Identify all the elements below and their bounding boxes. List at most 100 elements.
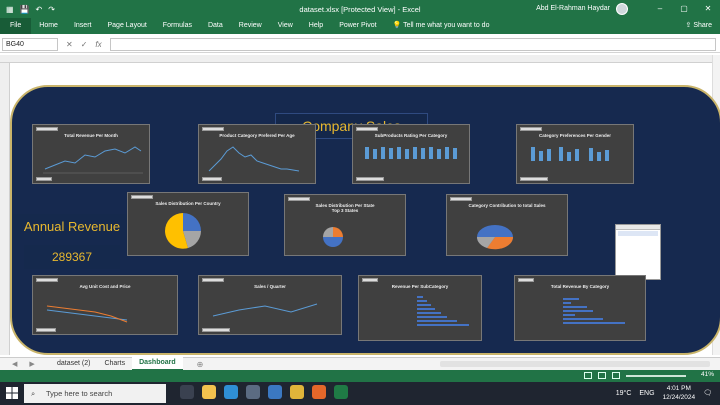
bar-plot <box>531 147 609 161</box>
filter-button[interactable] <box>202 177 222 181</box>
filter-button[interactable] <box>520 127 542 131</box>
tab-home[interactable]: Home <box>39 22 58 29</box>
filter-button[interactable] <box>202 278 224 282</box>
chart-title: Product Category Prefered Per Age <box>219 133 295 138</box>
redo-icon[interactable]: ↷ <box>48 4 55 14</box>
excel-taskbar-icon[interactable] <box>334 385 348 399</box>
share-button[interactable]: ⇪ Share <box>685 18 712 34</box>
scroll-right-icon[interactable]: ▶ <box>29 361 35 368</box>
column-headers[interactable] <box>0 55 712 63</box>
filter-button[interactable] <box>356 127 378 131</box>
cancel-icon[interactable]: ✕ <box>66 40 73 49</box>
page-break-view-icon[interactable] <box>612 372 620 379</box>
bar-plot <box>365 147 457 159</box>
filter-button[interactable] <box>36 328 56 332</box>
user-name[interactable]: Abd El-Rahman Haydar <box>536 5 610 12</box>
clock-date: 12/24/2024 <box>662 394 696 401</box>
tab-page-layout[interactable]: Page Layout <box>107 22 147 29</box>
edge-icon[interactable] <box>224 385 238 399</box>
slicer-item[interactable] <box>618 237 658 242</box>
chart-category-contribution[interactable]: Category Contribution to total Sales <box>446 194 568 256</box>
chart-unit-cost-price[interactable]: Avg Unit Cost and Price <box>32 275 178 335</box>
filter-button[interactable] <box>36 278 58 282</box>
slicer-header <box>616 225 660 230</box>
filter-button[interactable] <box>202 127 224 131</box>
chart-category-per-age[interactable]: Product Category Prefered Per Age <box>198 124 316 184</box>
pie-plot <box>476 225 514 250</box>
close-icon[interactable]: ✕ <box>704 4 712 13</box>
chart-sales-per-state[interactable]: Sales Distribution Per State Top 3 State… <box>284 194 406 256</box>
filter-button[interactable] <box>356 177 384 181</box>
tab-insert[interactable]: Insert <box>73 22 92 29</box>
chart-title: Total Revenue Per Month <box>64 133 118 138</box>
chrome-icon[interactable] <box>290 385 304 399</box>
filter-button[interactable] <box>131 195 153 199</box>
add-sheet-icon[interactable]: ⊕ <box>196 359 204 369</box>
clock[interactable]: 4:01 PM 12/24/2024 <box>663 384 696 402</box>
tab-dashboard[interactable]: Dashboard <box>132 357 183 371</box>
tab-formulas[interactable]: Formulas <box>162 22 192 29</box>
tab-charts[interactable]: Charts <box>104 360 126 367</box>
avatar[interactable] <box>616 3 628 15</box>
normal-view-icon[interactable] <box>584 372 592 379</box>
function-icon[interactable]: fx <box>95 40 102 49</box>
notifications-icon[interactable]: 🗨 <box>703 390 712 397</box>
annual-revenue-value: 289367 <box>24 245 120 269</box>
chart-revenue-per-month[interactable]: Total Revenue Per Month <box>32 124 150 184</box>
tab-help[interactable]: Help <box>308 22 324 29</box>
slicer-item[interactable] <box>618 243 658 248</box>
weather-temp[interactable]: 19°C <box>615 389 632 397</box>
tab-data[interactable]: Data <box>207 22 223 29</box>
slicer-item[interactable] <box>618 231 658 236</box>
firefox-icon[interactable] <box>312 385 326 399</box>
enter-icon[interactable]: ✓ <box>80 40 88 49</box>
filter-button[interactable] <box>362 278 378 282</box>
zoom-slider[interactable] <box>626 375 686 377</box>
tab-view[interactable]: View <box>277 22 293 29</box>
file-explorer-icon[interactable] <box>202 385 216 399</box>
row-headers[interactable] <box>0 63 10 355</box>
filter-button[interactable] <box>36 127 58 131</box>
pie-plot <box>165 213 201 249</box>
task-view-icon[interactable] <box>180 385 194 399</box>
save-icon[interactable]: 💾 <box>19 4 30 14</box>
chart-title: Sales / Quarter <box>254 284 286 289</box>
chart-category-per-gender[interactable]: Category Preferences Per Gender <box>516 124 634 184</box>
horizontal-scrollbar[interactable] <box>440 361 710 367</box>
taskbar-search-input[interactable]: ⌕ Type here to search <box>24 384 166 403</box>
tab-file[interactable]: File <box>0 18 32 34</box>
line-plot <box>43 146 143 174</box>
filter-button[interactable] <box>450 197 472 201</box>
zoom-level[interactable]: 41% <box>700 371 714 378</box>
filter-button[interactable] <box>202 328 230 332</box>
page-layout-view-icon[interactable] <box>598 372 606 379</box>
filter-button[interactable] <box>288 197 310 201</box>
formula-input[interactable] <box>109 38 716 51</box>
sheet-canvas[interactable]: Company Sales Annual Revenue 289367 Tota… <box>10 63 720 355</box>
filter-button[interactable] <box>520 177 548 181</box>
status-bar: 41% <box>0 370 720 382</box>
filter-button[interactable] <box>518 278 534 282</box>
store-icon[interactable] <box>246 385 260 399</box>
chart-revenue-per-category[interactable]: Total Revenue By Category <box>514 275 646 341</box>
windows-start-icon[interactable] <box>6 387 18 399</box>
chart-revenue-per-subcategory[interactable]: Revenue Per SubCategory <box>358 275 482 341</box>
scroll-left-icon[interactable]: ◀ <box>12 361 18 368</box>
chart-sales-per-country[interactable]: Sales Distribution Per Country <box>127 192 249 256</box>
chart-subproducts-rating[interactable]: SubProducts Rating Per Category <box>352 124 470 184</box>
mail-icon[interactable] <box>268 385 282 399</box>
filter-button[interactable] <box>36 177 52 181</box>
name-box[interactable]: BG40 <box>2 38 58 51</box>
slicer-panel[interactable] <box>615 224 661 280</box>
undo-icon[interactable]: ↶ <box>35 4 43 14</box>
pie-plot <box>323 227 343 247</box>
language-indicator[interactable]: ENG <box>639 389 655 397</box>
tell-me-box[interactable]: 💡 Tell me what you want to do <box>385 18 498 34</box>
chart-sales-per-quarter[interactable]: Sales / Quarter <box>198 275 342 335</box>
tab-dataset-2[interactable]: dataset (2) <box>57 360 91 367</box>
tab-power-pivot[interactable]: Power Pivot <box>339 22 377 29</box>
maximize-icon[interactable]: ▢ <box>680 4 688 13</box>
tab-review[interactable]: Review <box>238 22 262 29</box>
share-label: Share <box>693 22 712 29</box>
minimize-icon[interactable]: – <box>657 4 663 13</box>
